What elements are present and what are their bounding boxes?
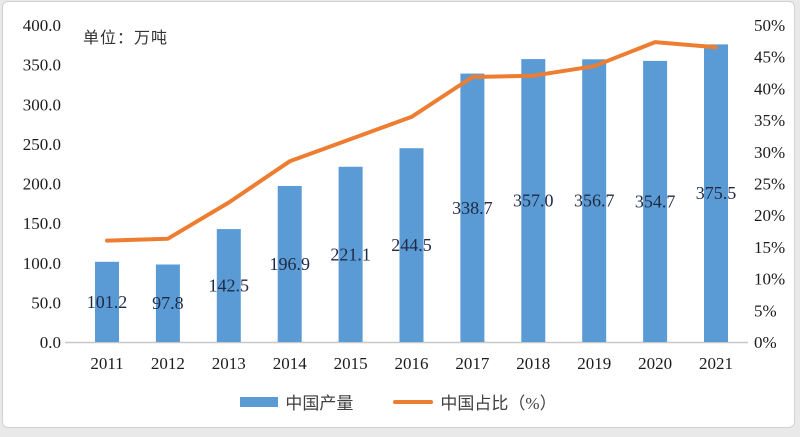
- right-axis-tick-label: 5%: [754, 301, 777, 320]
- right-axis-tick-label: 15%: [754, 238, 785, 257]
- bar-value-label: 221.1: [330, 244, 371, 264]
- left-axis-tick-label: 300.0: [23, 95, 61, 114]
- right-axis-tick-label: 20%: [754, 206, 785, 225]
- bar-value-label: 375.5: [696, 183, 737, 203]
- x-axis-label: 2016: [395, 354, 429, 373]
- bar-value-label: 354.7: [635, 191, 676, 211]
- bar-2021: [704, 44, 728, 342]
- legend-item-share: 中国占比（%）: [393, 389, 557, 414]
- x-axis-label: 2015: [334, 354, 368, 373]
- left-axis-tick-label: 400.0: [23, 16, 61, 35]
- legend-label-production: 中国产量: [285, 394, 354, 413]
- bar-value-label: 97.8: [152, 293, 184, 313]
- x-axis-label: 2021: [699, 354, 733, 373]
- x-axis-label: 2012: [151, 354, 185, 373]
- left-axis-tick-label: 0.0: [40, 333, 61, 352]
- x-axis-label: 2018: [516, 354, 550, 373]
- legend-label-share: 中国占比（%）: [440, 394, 557, 413]
- x-axis-label: 2020: [638, 354, 672, 373]
- x-axis-label: 2013: [212, 354, 246, 373]
- bar-2020: [643, 60, 668, 343]
- production-share-chart: 400.0 350.0 300.0 250.0 200.0 150.0 100.0 50.0 0…: [23, 16, 785, 373]
- chart-card: 单位：万吨 400.0 350.0 300.0 250.0 200.0 150.0 100.…: [2, 1, 795, 428]
- bar-2013: [216, 229, 241, 342]
- right-axis-tick-label: 0%: [754, 333, 777, 352]
- right-axis-tick-label: 25%: [754, 175, 785, 194]
- share-line: [105, 40, 718, 243]
- bar-series-swatch-icon: [240, 396, 279, 407]
- bar-2017: [460, 73, 485, 342]
- right-axis-tick-label: 45%: [754, 48, 785, 67]
- axis-unit-label: 单位：万吨: [83, 30, 169, 47]
- right-axis-tick-label: 35%: [754, 111, 785, 130]
- x-axis-label: 2011: [90, 354, 123, 373]
- left-axis-tick-label: 350.0: [23, 56, 61, 75]
- bar-value-label: 101.2: [87, 292, 128, 312]
- right-axis-tick-label: 30%: [754, 143, 785, 162]
- bar-value-label: 357.0: [513, 191, 554, 211]
- left-axis-tick-label: 100.0: [23, 254, 61, 273]
- bar-2018: [521, 59, 546, 342]
- x-axis-label: 2014: [273, 354, 308, 373]
- line-series-swatch-icon: [393, 399, 434, 404]
- bar-value-label: 196.9: [269, 254, 310, 274]
- x-axis-label: 2019: [577, 354, 611, 373]
- bar-2014: [277, 185, 302, 342]
- bar-2019: [582, 59, 607, 343]
- right-axis-tick-label: 10%: [754, 270, 785, 289]
- bar-value-label: 244.5: [391, 235, 432, 255]
- left-axis-tick-label: 200.0: [23, 175, 61, 194]
- right-axis-tick-label: 50%: [754, 16, 785, 35]
- left-axis-tick-label: 50.0: [31, 293, 61, 312]
- chart-legend: 中国产量 中国占比（%）: [3, 389, 794, 414]
- bar-2011: [95, 261, 119, 342]
- bar-2015: [338, 166, 363, 342]
- x-axis-label: 2017: [455, 354, 490, 373]
- legend-item-production: 中国产量: [240, 389, 353, 414]
- right-axis-tick-label: 40%: [754, 79, 785, 98]
- bar-value-label: 338.7: [452, 198, 493, 218]
- bar-2016: [399, 148, 424, 342]
- bar-2012: [155, 264, 180, 342]
- bar-value-label: 142.5: [209, 276, 250, 296]
- bar-value-label: 356.7: [574, 191, 615, 211]
- left-axis-tick-label: 150.0: [23, 214, 61, 233]
- left-axis-tick-label: 250.0: [23, 135, 61, 154]
